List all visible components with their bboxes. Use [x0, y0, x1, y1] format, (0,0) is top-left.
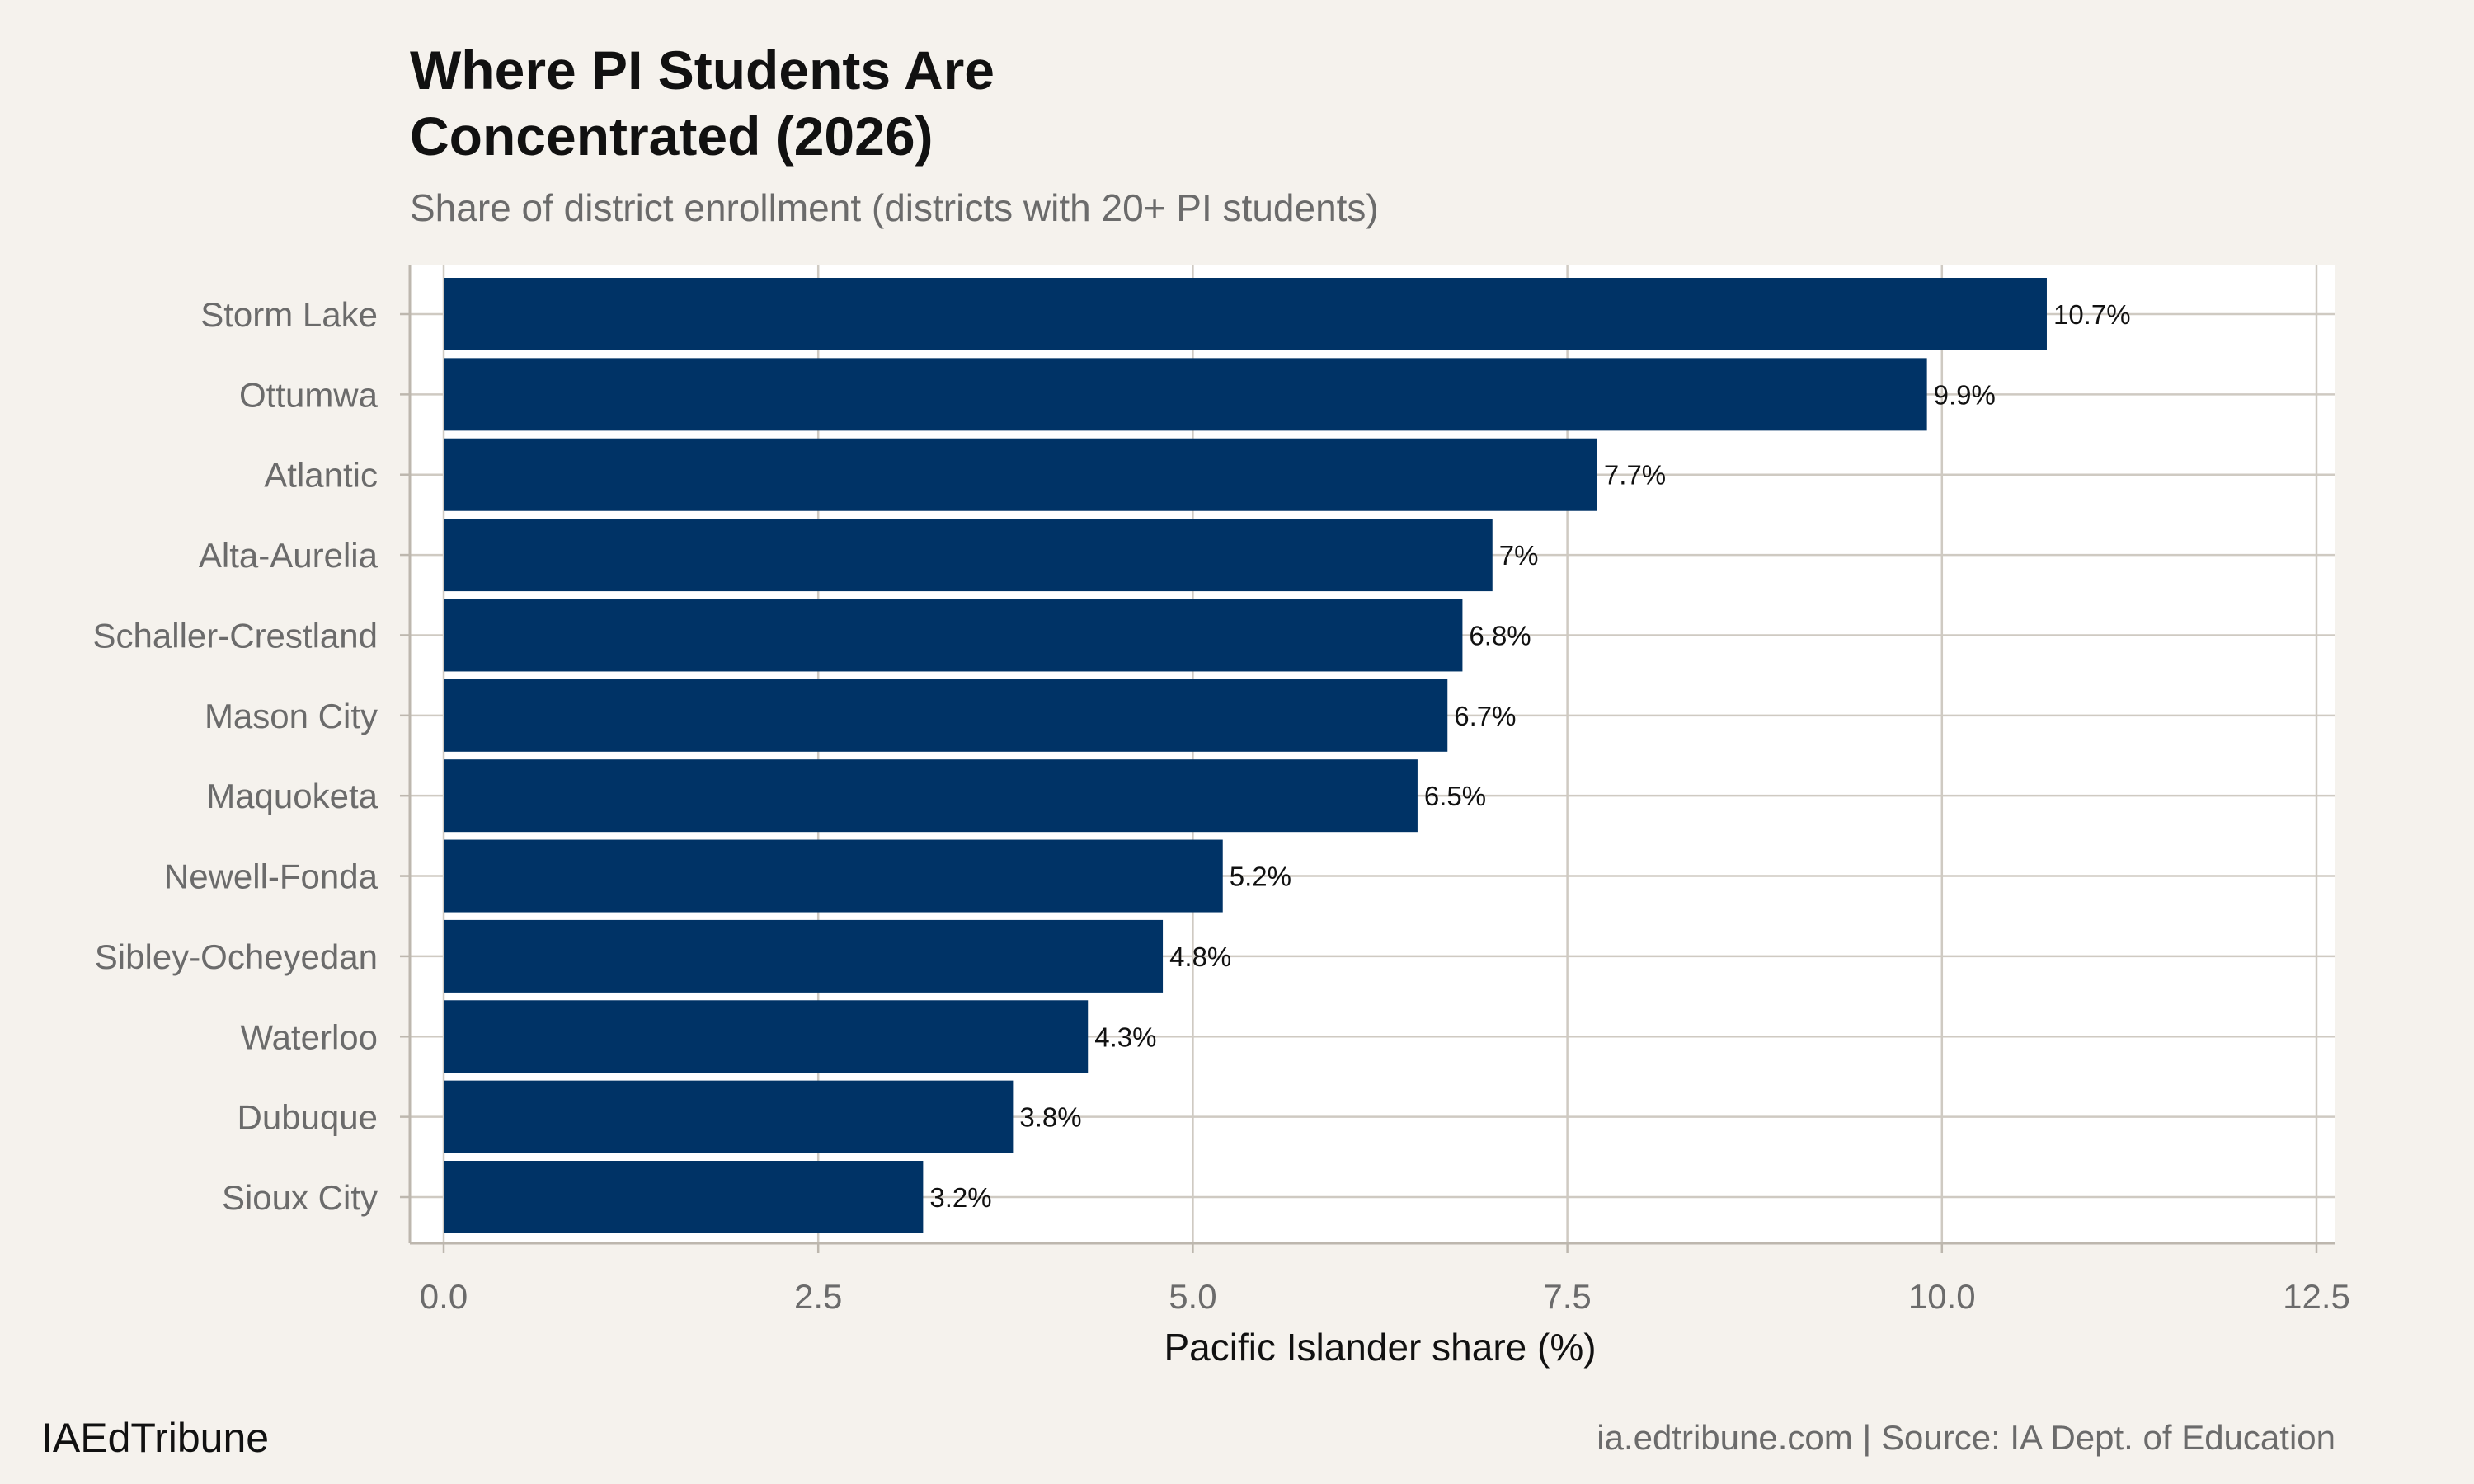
title-line-1: Where PI Students Are	[410, 40, 995, 101]
x-tick-label: 12.5	[2283, 1277, 2350, 1316]
y-tick-label: Ottumwa	[239, 375, 379, 414]
y-tick-label: Alta-Aurelia	[199, 536, 379, 575]
bar	[444, 759, 1418, 833]
data-label: 4.3%	[1094, 1021, 1156, 1052]
data-label: 6.7%	[1454, 701, 1516, 731]
data-label: 9.9%	[1934, 379, 1996, 410]
y-tick-label: Storm Lake	[200, 295, 378, 334]
data-label: 6.5%	[1424, 781, 1486, 811]
bar	[444, 919, 1164, 993]
y-tick-label: Newell-Fonda	[164, 857, 379, 896]
x-tick-label: 0.0	[420, 1277, 468, 1316]
data-label: 6.8%	[1469, 620, 1531, 650]
bar	[444, 599, 1463, 672]
brand-logo-text: IAEdTribune	[41, 1415, 270, 1461]
data-label: 7.7%	[1604, 460, 1666, 491]
data-label: 7%	[1499, 540, 1539, 571]
chart-title: Where PI Students Are Concentrated (2026…	[410, 37, 995, 169]
bar	[444, 1080, 1014, 1153]
bar	[444, 1000, 1089, 1073]
bar	[444, 839, 1223, 913]
y-tick-label: Waterloo	[240, 1017, 378, 1056]
bar	[444, 438, 1597, 511]
x-tick-label: 2.5	[794, 1277, 842, 1316]
y-tick-label: Dubuque	[238, 1098, 378, 1137]
bar	[444, 278, 2047, 350]
x-tick-label: 5.0	[1169, 1277, 1216, 1316]
source-caption: ia.edtribune.com | Source: IA Dept. of E…	[1597, 1418, 2335, 1457]
data-label: 10.7%	[2053, 299, 2131, 330]
data-label: 3.8%	[1019, 1102, 1081, 1133]
chart-subtitle: Share of district enrollment (districts …	[410, 186, 1379, 229]
bar	[444, 1161, 924, 1233]
bar	[444, 519, 1493, 592]
data-label: 4.8%	[1169, 942, 1231, 972]
title-line-2: Concentrated (2026)	[410, 106, 934, 167]
data-label: 3.2%	[929, 1182, 991, 1213]
bar	[444, 679, 1448, 752]
x-tick-label: 10.0	[1908, 1277, 1976, 1316]
x-axis-title: Pacific Islander share (%)	[1164, 1326, 1596, 1369]
data-label: 5.2%	[1230, 862, 1291, 892]
x-tick-label: 7.5	[1543, 1277, 1591, 1316]
y-tick-label: Maquoketa	[206, 777, 378, 815]
y-tick-label: Mason City	[205, 697, 378, 735]
bar	[444, 358, 1927, 431]
y-tick-label: Sibley-Ocheyedan	[95, 937, 378, 976]
y-tick-label: Sioux City	[222, 1178, 378, 1217]
y-tick-label: Atlantic	[264, 456, 378, 495]
y-tick-label: Schaller-Crestland	[93, 616, 378, 655]
